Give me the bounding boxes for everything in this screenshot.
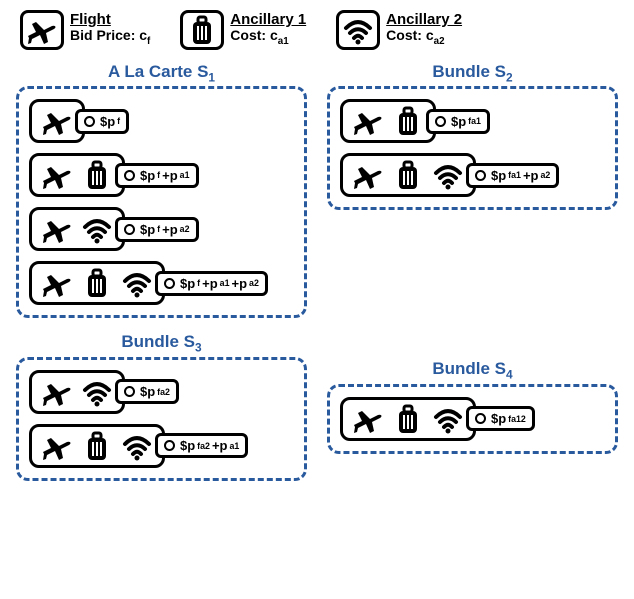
wifi-icon bbox=[120, 430, 154, 462]
group-s2-box: $pfa1 $pfa1+pa2 bbox=[327, 86, 618, 210]
group-s3-title: Bundle S3 bbox=[16, 332, 307, 354]
plane-icon bbox=[40, 159, 74, 191]
bag-icon bbox=[80, 267, 114, 299]
price-tag: $pf+pa2 bbox=[115, 217, 199, 242]
header-anc2-cost: Cost: ca2 bbox=[386, 28, 462, 48]
product-row: $pf+pa1 bbox=[29, 153, 199, 197]
product-box bbox=[29, 261, 165, 305]
price-tag: $pfa12 bbox=[466, 406, 535, 431]
product-row: $pfa1 bbox=[340, 99, 490, 143]
wifi-icon bbox=[80, 376, 114, 408]
header-anc2: Ancillary 2 Cost: ca2 bbox=[336, 10, 462, 50]
header-anc1: Ancillary 1 Cost: ca1 bbox=[180, 10, 306, 50]
group-s2: Bundle S2 $pfa1 $pfa1+pa2 bbox=[327, 62, 618, 210]
price-tag: $pfa1 bbox=[426, 109, 490, 134]
plane-icon bbox=[351, 105, 385, 137]
group-s4: Bundle S4 $pfa12 bbox=[327, 359, 618, 453]
price-tag: $pf bbox=[75, 109, 129, 134]
wifi-icon bbox=[80, 213, 114, 245]
plane-icon bbox=[351, 403, 385, 435]
group-s4-box: $pfa12 bbox=[327, 384, 618, 454]
header-flight-label: Flight bbox=[70, 12, 150, 29]
wifi-icon bbox=[336, 10, 380, 50]
plane-icon bbox=[40, 213, 74, 245]
bag-icon bbox=[391, 159, 425, 191]
product-box bbox=[340, 99, 436, 143]
bag-icon bbox=[391, 105, 425, 137]
group-s1-box: $pf $pf+pa1 $pf+pa2 $pf+pa1+pa2 bbox=[16, 86, 307, 318]
product-row: $pf+pa1+pa2 bbox=[29, 261, 268, 305]
bag-icon bbox=[180, 10, 224, 50]
product-box bbox=[29, 153, 125, 197]
header-anc1-cost: Cost: ca1 bbox=[230, 28, 306, 48]
group-s3-box: $pfa2 $pfa2+pa1 bbox=[16, 357, 307, 481]
plane-icon bbox=[40, 430, 74, 462]
product-row: $pfa1+pa2 bbox=[340, 153, 559, 197]
header-row: Flight Bid Price: cf Ancillary 1 Cost: c… bbox=[10, 10, 624, 50]
price-tag: $pf+pa1 bbox=[115, 163, 199, 188]
bag-icon bbox=[80, 430, 114, 462]
header-flight: Flight Bid Price: cf bbox=[20, 10, 150, 50]
product-row: $pf+pa2 bbox=[29, 207, 199, 251]
plane-icon bbox=[20, 10, 64, 50]
wifi-icon bbox=[431, 403, 465, 435]
price-tag: $pfa2+pa1 bbox=[155, 433, 248, 458]
price-tag: $pfa2 bbox=[115, 379, 179, 404]
price-tag: $pf+pa1+pa2 bbox=[155, 271, 268, 296]
price-tag: $pfa1+pa2 bbox=[466, 163, 559, 188]
group-s4-title: Bundle S4 bbox=[327, 359, 618, 381]
plane-icon bbox=[40, 267, 74, 299]
product-row: $pfa12 bbox=[340, 397, 535, 441]
product-row: $pfa2+pa1 bbox=[29, 424, 248, 468]
wifi-icon bbox=[120, 267, 154, 299]
bag-icon bbox=[80, 159, 114, 191]
bag-icon bbox=[391, 403, 425, 435]
header-flight-cost: Bid Price: cf bbox=[70, 28, 150, 48]
product-box bbox=[29, 207, 125, 251]
product-row: $pf bbox=[29, 99, 129, 143]
product-box bbox=[340, 397, 476, 441]
group-s1-title: A La Carte S1 bbox=[16, 62, 307, 84]
product-box bbox=[340, 153, 476, 197]
group-s1: A La Carte S1 $pf $pf+pa1 $pf+pa2 $pf+pa1+p… bbox=[16, 62, 307, 318]
header-anc2-label: Ancillary 2 bbox=[386, 12, 462, 29]
group-s2-title: Bundle S2 bbox=[327, 62, 618, 84]
plane-icon bbox=[351, 159, 385, 191]
plane-icon bbox=[40, 376, 74, 408]
product-row: $pfa2 bbox=[29, 370, 179, 414]
wifi-icon bbox=[431, 159, 465, 191]
groups-grid: A La Carte S1 $pf $pf+pa1 $pf+pa2 $pf+pa1+p… bbox=[10, 62, 624, 481]
product-box bbox=[29, 424, 165, 468]
header-anc1-label: Ancillary 1 bbox=[230, 12, 306, 29]
product-box bbox=[29, 370, 125, 414]
plane-icon bbox=[40, 105, 74, 137]
group-s3: Bundle S3 $pfa2 $pfa2+pa1 bbox=[16, 332, 307, 480]
